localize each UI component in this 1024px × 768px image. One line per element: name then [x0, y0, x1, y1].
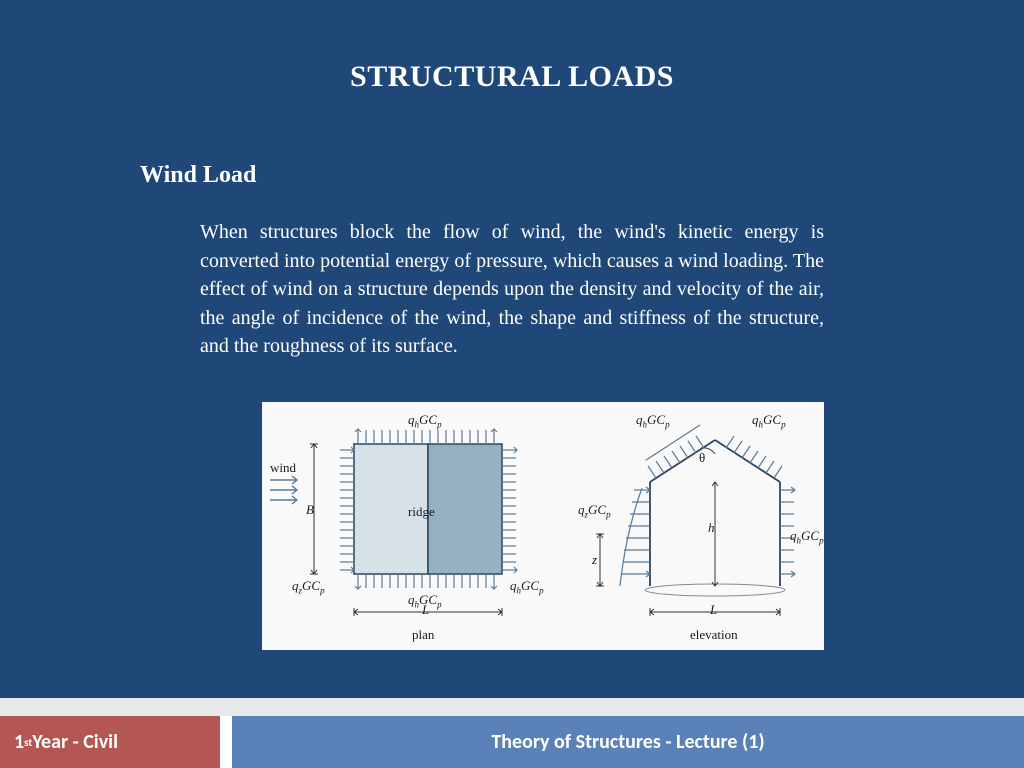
- wind-label: wind: [270, 460, 296, 476]
- plan-top-load-label: qhGCp: [408, 412, 442, 430]
- footer-year-number: 1: [14, 730, 24, 754]
- elev-dim-l-label: L: [710, 602, 717, 618]
- plan-left-load-label: qzGCp: [292, 578, 325, 596]
- slide-footer: 1st Year - Civil Theory of Structures - …: [0, 698, 1024, 768]
- dim-z-label: z: [592, 552, 597, 568]
- ridge-label: ridge: [408, 504, 435, 520]
- plan-caption: plan: [412, 627, 434, 643]
- elevation-caption: elevation: [690, 627, 738, 643]
- dim-b-label: B: [306, 502, 314, 518]
- elev-wall-right-label: qhGCp: [790, 528, 824, 546]
- slide: STRUCTURAL LOADS Wind Load When structur…: [0, 0, 1024, 768]
- body-paragraph: When structures block the flow of wind, …: [200, 218, 824, 361]
- wind-load-diagram: wind B ridge qhGCp qzGCp qhGCp qhGCp L p…: [262, 402, 824, 650]
- footer-right-label: Theory of Structures - Lecture (1): [232, 716, 1024, 768]
- slide-title: STRUCTURAL LOADS: [0, 60, 1024, 94]
- footer-bar: 1st Year - Civil Theory of Structures - …: [0, 716, 1024, 768]
- elev-wall-left-label: qzGCp: [578, 502, 611, 520]
- plan-view-svg: [262, 402, 542, 650]
- footer-year-text: Year - Civil: [32, 730, 118, 754]
- theta-label: θ: [699, 450, 705, 466]
- elev-roof-left-label: qhGCp: [636, 412, 670, 430]
- elev-roof-right-label: qhGCp: [752, 412, 786, 430]
- footer-ordinal: st: [24, 736, 32, 749]
- plan-right-load-label: qhGCp: [510, 578, 544, 596]
- dim-h-label: h: [708, 520, 715, 536]
- section-heading: Wind Load: [140, 162, 256, 189]
- footer-divider: [0, 698, 1024, 716]
- dim-l-label: L: [422, 602, 429, 618]
- elevation-view-svg: [572, 402, 822, 650]
- footer-gap: [220, 716, 232, 768]
- footer-left-label: 1st Year - Civil: [0, 716, 220, 768]
